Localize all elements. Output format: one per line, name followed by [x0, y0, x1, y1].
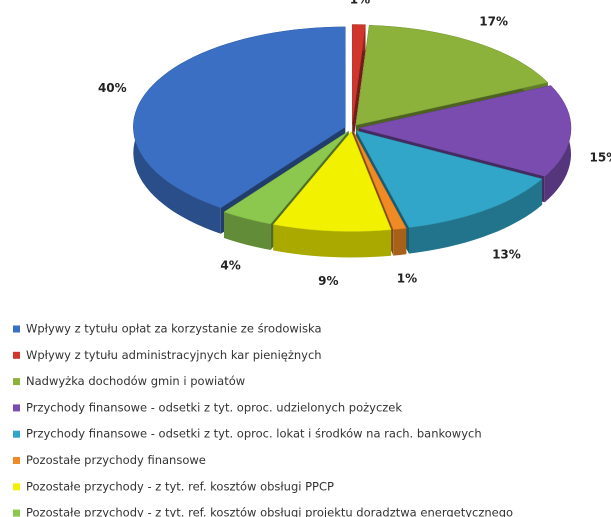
legend-label: Przychody finansowe - odsetki z tyt. opr… [26, 400, 402, 414]
legend-swatch [13, 404, 20, 412]
slice-side [224, 212, 271, 250]
slice-side [273, 224, 392, 258]
legend-label: Pozostałe przychody - z tyt. ref. kosztó… [26, 479, 334, 493]
slice [133, 26, 346, 209]
legend-swatch [13, 457, 20, 464]
data-label: 15% [590, 151, 611, 165]
data-label: 4% [220, 259, 240, 273]
slice [272, 131, 392, 232]
slice [223, 130, 349, 225]
legend-swatch [13, 509, 20, 517]
data-label: 1% [350, 0, 370, 7]
legend-swatch [13, 351, 20, 359]
data-label: 13% [492, 248, 521, 262]
legend-swatch [13, 378, 20, 386]
slice [351, 24, 366, 125]
legend-label: Wpływy z tytułu administracyjnych kar pi… [26, 348, 322, 362]
slice [358, 85, 572, 177]
slice [355, 130, 543, 228]
slice-side [352, 24, 366, 151]
legend-label: Pozostałe przychody finansowe [26, 453, 206, 467]
data-label: 17% [479, 15, 508, 29]
legend-swatch [13, 430, 20, 438]
data-label: 40% [98, 81, 127, 95]
data-label: 9% [318, 274, 338, 288]
data-label: 1% [397, 271, 417, 285]
slice [355, 25, 549, 126]
slice-side [393, 228, 407, 256]
slice [353, 131, 407, 230]
legend-label: Przychody finansowe - odsetki z tyt. opr… [26, 427, 482, 441]
legend-label: Wpływy z tytułu opłat za korzystanie ze … [26, 322, 322, 336]
legend-label: Nadwyżka dochodów gmin i powiatów [26, 374, 245, 388]
legend-label: Pozostałe przychody - z tyt. ref. kosztó… [26, 506, 513, 517]
slice-side [409, 178, 543, 254]
legend-swatch [13, 325, 20, 333]
legend-swatch [13, 483, 20, 491]
